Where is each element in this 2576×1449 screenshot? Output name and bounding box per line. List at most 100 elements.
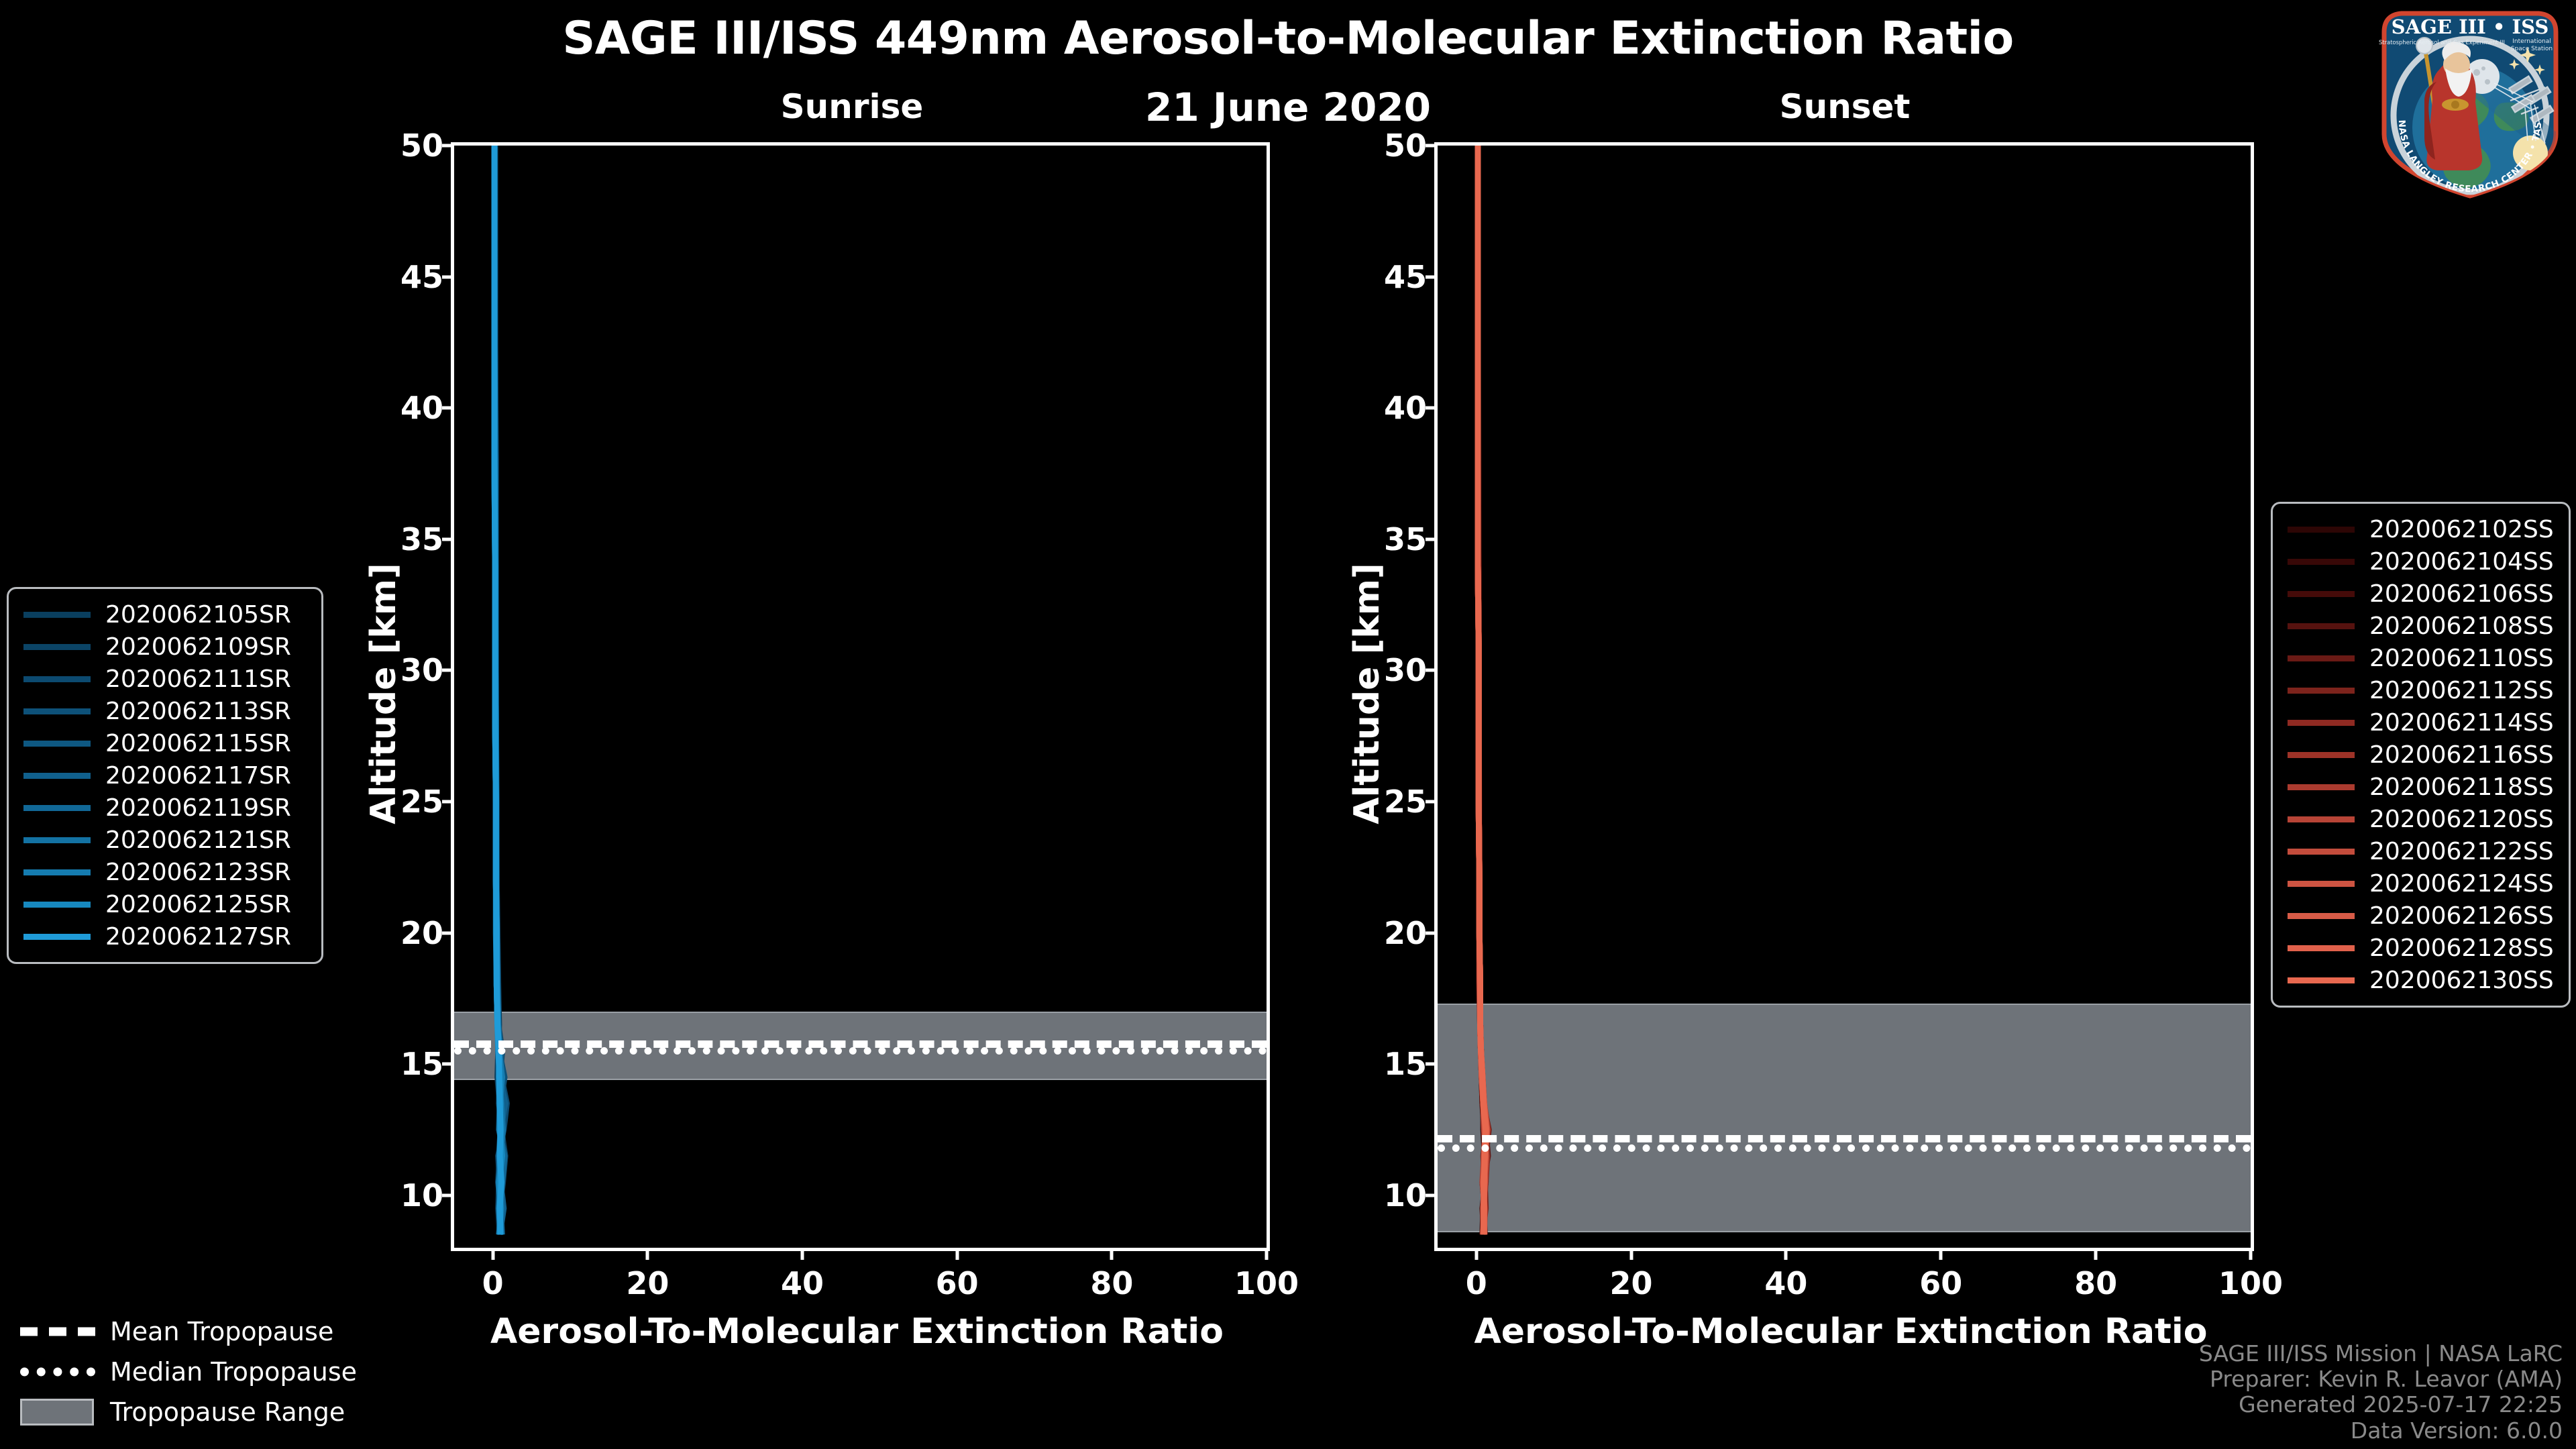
legend-item-label: 2020062118SS [2369,773,2554,801]
tropopause-legend-glyph [20,1363,95,1381]
legend-item[interactable]: 2020062123SR [23,856,307,888]
legend-color-swatch [23,708,91,714]
y-axis-tick-mark [442,800,454,804]
x-axis-tick-label: 60 [935,1265,979,1301]
x-axis-label-sunrise: Aerosol-To-Molecular Extinction Ratio [490,1311,1224,1352]
y-axis-tick-mark [1426,1062,1438,1066]
legend-item-label: 2020062124SS [2369,869,2554,898]
y-axis-tick-label: 35 [1383,521,1427,557]
legend-sunset[interactable]: 2020062102SS 2020062104SS 2020062106SS 2020… [2271,502,2571,1008]
y-axis-tick-label: 45 [400,258,443,295]
tropopause-legend-glyph [20,1399,95,1426]
legend-item[interactable]: 2020062113SR [23,695,307,727]
legend-item[interactable]: 2020062114SS [2288,706,2554,739]
legend-item[interactable]: 2020062126SS [2288,900,2554,932]
legend-item[interactable]: 2020062118SS [2288,771,2554,803]
footer-line-mission: SAGE III/ISS Mission | NASA LaRC [2198,1340,2563,1366]
legend-item[interactable]: 2020062108SS [2288,610,2554,642]
legend-color-swatch [2288,880,2355,887]
legend-item[interactable]: 2020062102SS [2288,513,2554,545]
series-lines [1474,146,1492,1235]
tropopause-legend-glyph [20,1323,95,1340]
y-axis-tick-label: 40 [400,390,443,427]
x-axis-tick-mark [2249,1248,2253,1260]
y-axis-tick-mark [1426,406,1438,410]
y-axis-tick-label: 15 [1383,1046,1427,1083]
legend-item-label: 2020062126SS [2369,902,2554,930]
tropopause-legend-item: Tropopause Range [20,1392,357,1432]
y-axis-tick-label: 50 [400,127,443,164]
x-axis-tick-mark [800,1248,804,1260]
tropopause-legend-item: Median Tropopause [20,1352,357,1392]
legend-item[interactable]: 2020062105SR [23,598,307,631]
legend-item[interactable]: 2020062110SS [2288,642,2554,674]
legend-item-label: 2020062111SR [105,665,291,693]
tropopause-legend-item: Mean Tropopause [20,1311,357,1352]
legend-item-label: 2020062116SS [2369,741,2554,769]
y-axis-tick-label: 25 [400,783,443,820]
legend-color-swatch [23,643,91,650]
legend-item-label: 2020062113SR [105,697,291,725]
legend-color-swatch [2288,687,2355,694]
legend-color-swatch [23,804,91,811]
x-axis-tick-label: 80 [1090,1265,1134,1301]
y-axis-tick-mark [442,537,454,541]
legend-item[interactable]: 2020062112SS [2288,674,2554,706]
legend-item[interactable]: 2020062128SS [2288,932,2554,964]
legend-item[interactable]: 2020062125SR [23,888,307,920]
legend-color-swatch [2288,623,2355,629]
legend-item[interactable]: 2020062106SS [2288,578,2554,610]
legend-color-swatch [2288,655,2355,661]
legend-item-label: 2020062112SS [2369,676,2554,704]
legend-item[interactable]: 2020062116SS [2288,739,2554,771]
legend-color-swatch [2288,912,2355,919]
legend-item-label: 2020062106SS [2369,580,2554,608]
legend-item-label: 2020062110SS [2369,644,2554,672]
x-axis-tick-mark [1939,1248,1943,1260]
legend-item[interactable]: 2020062119SR [23,792,307,824]
legend-item[interactable]: 2020062109SR [23,631,307,663]
panel-title-sunrise: Sunrise [780,87,924,126]
y-axis-tick-label: 40 [1383,390,1427,427]
legend-color-swatch [23,611,91,618]
legend-item-label: 2020062127SR [105,922,291,951]
x-axis-tick-label: 40 [780,1265,824,1301]
mean-tropopause-line [1438,1134,2251,1142]
y-axis-tick-label: 20 [1383,914,1427,951]
legend-color-swatch [23,901,91,908]
legend-item[interactable]: 2020062122SS [2288,835,2554,867]
y-axis-tick-mark [1426,1193,1438,1197]
y-axis-tick-label: 20 [400,914,443,951]
legend-color-swatch [23,837,91,843]
x-axis-tick-label: 20 [1609,1265,1653,1301]
legend-item[interactable]: 2020062127SR [23,920,307,953]
legend-item-label: 2020062119SR [105,794,291,822]
legend-item[interactable]: 2020062115SR [23,727,307,759]
logo-subtitle-right-1: International [2512,38,2551,45]
legend-item[interactable]: 2020062124SS [2288,867,2554,900]
y-axis-tick-mark [1426,144,1438,148]
x-axis-tick-mark [2094,1248,2098,1260]
tropopause-legend: Mean Tropopause Median Tropopause Tropopau… [20,1311,357,1432]
median-tropopause-line [1438,1144,2251,1152]
legend-item[interactable]: 2020062121SR [23,824,307,856]
y-axis-tick-mark [442,668,454,672]
series-line [491,146,504,1235]
legend-item[interactable]: 2020062104SS [2288,545,2554,578]
legend-item[interactable]: 2020062130SS [2288,964,2554,996]
legend-item[interactable]: 2020062111SR [23,663,307,695]
x-axis-tick-label: 100 [2218,1265,2284,1301]
plot-area-sunset [1438,146,2251,1248]
legend-item[interactable]: 2020062120SS [2288,803,2554,835]
x-axis-tick-label: 60 [1919,1265,1963,1301]
legend-color-swatch [2288,977,2355,983]
y-axis-label-sunrise: Altitude [km] [364,562,404,824]
legend-color-swatch [23,740,91,747]
filled-range-patch-icon [20,1399,94,1426]
footer-credits: SAGE III/ISS Mission | NASA LaRC Prepare… [2198,1340,2563,1444]
y-axis-tick-label: 30 [1383,652,1427,689]
legend-sunrise[interactable]: 2020062105SR 2020062109SR 2020062111SR 2020… [7,587,323,964]
legend-item-label: 2020062115SR [105,729,291,757]
legend-item[interactable]: 2020062117SR [23,759,307,792]
legend-color-swatch [23,869,91,875]
